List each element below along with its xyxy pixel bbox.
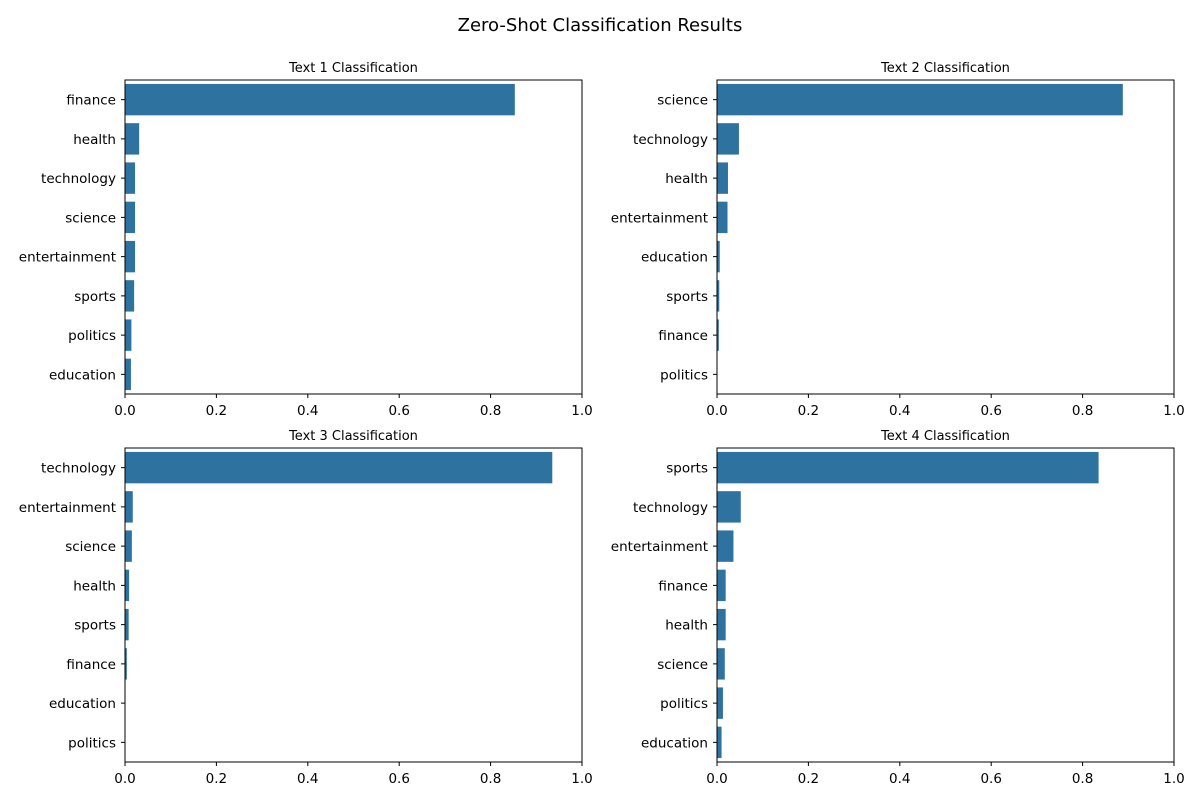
y-tick-label: education: [49, 696, 116, 712]
y-tick-label: education: [641, 735, 708, 751]
x-tick-label: 1.0: [1163, 403, 1184, 419]
bar: [125, 280, 135, 312]
y-tick-label: entertainment: [19, 250, 116, 266]
x-tick-label: 1.0: [571, 771, 592, 787]
y-tick-label: finance: [658, 578, 708, 594]
y-tick-label: science: [65, 210, 116, 226]
bar: [717, 83, 1123, 116]
y-tick-label: politics: [660, 367, 708, 383]
y-tick-label: finance: [658, 328, 708, 344]
bar: [125, 648, 127, 680]
bar: [717, 319, 719, 351]
y-tick-label: education: [641, 250, 708, 266]
y-tick-label: health: [665, 618, 708, 634]
y-tick-label: politics: [68, 735, 116, 751]
y-tick-label: technology: [633, 132, 708, 148]
subplot-title: Text 2 Classification: [880, 61, 1010, 76]
bar: [125, 240, 136, 273]
bar: [717, 491, 741, 523]
subplot-1: finance health technology science entertainm…: [19, 61, 593, 419]
y-tick-label: education: [49, 367, 116, 383]
bar: [125, 491, 133, 523]
y-tick-label: entertainment: [19, 500, 116, 516]
x-tick-label: 0.8: [1072, 403, 1093, 419]
axes-frame: [124, 447, 583, 763]
bar: [125, 358, 131, 391]
x-tick-label: 0.0: [114, 403, 135, 419]
y-tick-label: health: [73, 578, 116, 594]
x-tick-label: 0.0: [114, 771, 135, 787]
x-tick-label: 0.8: [1072, 771, 1093, 787]
subplot-3: technology entertainment science health spor…: [19, 429, 593, 787]
bar: [717, 240, 720, 273]
y-tick-label: finance: [66, 657, 116, 673]
x-tick-label: 0.4: [889, 403, 910, 419]
bar: [717, 280, 720, 312]
x-tick-label: 0.0: [706, 771, 727, 787]
y-tick-label: science: [657, 93, 708, 109]
x-tick-label: 0.6: [980, 403, 1001, 419]
y-tick-label: sports: [74, 618, 116, 634]
y-tick-label: entertainment: [611, 210, 708, 226]
bar: [717, 201, 728, 234]
axes-frame: [716, 447, 1175, 763]
bar: [125, 451, 553, 484]
x-tick-label: 1.0: [571, 403, 592, 419]
x-tick-label: 0.2: [206, 403, 227, 419]
bar: [717, 530, 734, 562]
x-tick-label: 0.6: [388, 771, 409, 787]
y-tick-label: science: [657, 657, 708, 673]
bar: [125, 123, 140, 155]
subplot-2: science technology health entertainment educ…: [611, 61, 1185, 419]
x-tick-label: 0.6: [980, 771, 1001, 787]
subplot-title: Text 1 Classification: [288, 61, 418, 76]
y-tick-label: health: [665, 171, 708, 187]
x-tick-label: 0.0: [706, 403, 727, 419]
x-tick-label: 1.0: [1163, 771, 1184, 787]
bar: [717, 648, 725, 680]
y-tick-label: finance: [66, 93, 116, 109]
y-tick-label: technology: [633, 500, 708, 516]
x-tick-label: 0.6: [388, 403, 409, 419]
bar: [717, 162, 728, 194]
y-tick-label: technology: [41, 461, 116, 477]
bar: [717, 123, 739, 155]
y-tick-label: sports: [666, 461, 708, 477]
bar: [125, 569, 130, 602]
x-tick-label: 0.8: [480, 771, 501, 787]
x-tick-label: 0.4: [297, 771, 318, 787]
bar: [717, 451, 1099, 484]
y-tick-label: politics: [660, 696, 708, 712]
y-tick-label: sports: [666, 289, 708, 305]
bar: [717, 569, 726, 602]
x-tick-label: 0.2: [798, 403, 819, 419]
y-tick-label: politics: [68, 328, 116, 344]
bar: [125, 319, 132, 351]
bar: [125, 530, 132, 562]
bar: [125, 83, 515, 116]
x-tick-label: 0.2: [798, 771, 819, 787]
x-tick-label: 0.4: [889, 771, 910, 787]
bar: [125, 608, 129, 641]
axes-frame: [124, 79, 583, 395]
y-tick-label: sports: [74, 289, 116, 305]
x-tick-label: 0.4: [297, 403, 318, 419]
axes-frame: [716, 79, 1175, 395]
x-tick-label: 0.8: [480, 403, 501, 419]
bar: [717, 687, 723, 719]
subplot-4: sports technology entertainment finance heal…: [611, 429, 1185, 787]
y-tick-label: entertainment: [611, 539, 708, 555]
bar: [717, 726, 722, 759]
figure-title: Zero-Shot Classification Results: [458, 15, 743, 36]
bar: [125, 201, 136, 234]
bar: [125, 162, 136, 194]
y-tick-label: technology: [41, 171, 116, 187]
subplot-title: Text 3 Classification: [288, 429, 418, 444]
subplot-title: Text 4 Classification: [880, 429, 1010, 444]
bar: [717, 608, 726, 641]
x-tick-label: 0.2: [206, 771, 227, 787]
y-tick-label: health: [73, 132, 116, 148]
y-tick-label: science: [65, 539, 116, 555]
